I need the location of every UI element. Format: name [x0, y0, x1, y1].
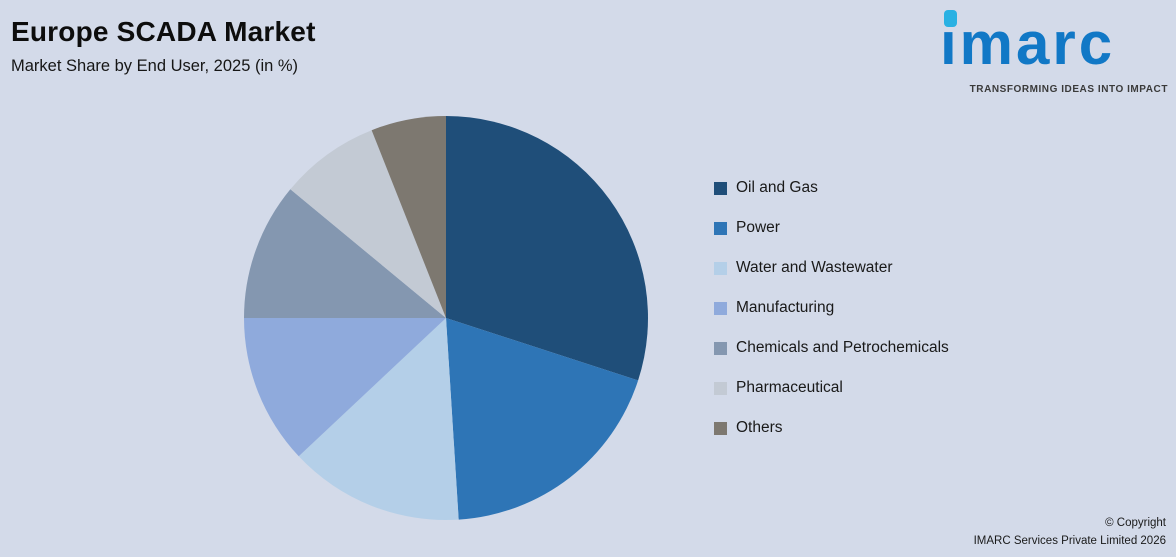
legend-item: Pharmaceutical	[714, 368, 949, 408]
imarc-logo: ımarc TRANSFORMING IDEAS INTO IMPACT	[936, 6, 1168, 95]
legend-item: Oil and Gas	[714, 168, 949, 208]
legend-item: Water and Wastewater	[714, 248, 949, 288]
logo-brand: ımarc	[940, 10, 1116, 77]
legend-swatch	[714, 381, 727, 395]
legend-label: Power	[736, 219, 780, 236]
chart-legend: Oil and Gas Power Water and Wastewater Manu…	[714, 168, 949, 448]
pie-slice-pharmaceutical	[290, 130, 446, 318]
legend-swatch	[714, 181, 727, 195]
legend-label: Water and Wastewater	[736, 259, 893, 276]
page-subtitle: Market Share by End User, 2025 (in %)	[11, 57, 299, 76]
copyright-notice: © Copyright IMARC Services Private Limit…	[974, 515, 1166, 551]
legend-item: Others	[714, 408, 949, 448]
chart-header: Europe SCADA Market Market Share by End …	[11, 16, 316, 76]
legend-label: Manufacturing	[736, 299, 835, 316]
legend-item: Manufacturing	[714, 288, 949, 328]
pie-slice-power	[446, 318, 639, 520]
pie-slice-water-and-wastewater	[298, 318, 459, 520]
pie-slice-others	[371, 116, 446, 318]
pie-slice-manufacturing	[244, 318, 446, 457]
legend-swatch	[714, 301, 727, 315]
legend-item: Power	[714, 208, 949, 248]
legend-label: Pharmaceutical	[736, 379, 843, 396]
logo-tagline: TRANSFORMING IDEAS INTO IMPACT	[969, 84, 1168, 95]
legend-swatch	[714, 261, 727, 275]
logo-brand-wrap: ımarc	[936, 6, 1168, 80]
logo-dot-icon	[944, 10, 957, 27]
page-title: Europe SCADA Market	[11, 16, 316, 47]
legend-swatch	[714, 421, 727, 435]
legend-label: Oil and Gas	[736, 179, 818, 196]
legend-label: Others	[736, 419, 783, 436]
legend-swatch	[714, 341, 727, 355]
pie-slice-chemicals-and-petrochemicals	[244, 189, 446, 318]
pie-chart	[243, 115, 649, 521]
legend-label: Chemicals and Petrochemicals	[736, 339, 949, 356]
copyright-line2: IMARC Services Private Limited 2026	[973, 535, 1166, 548]
legend-swatch	[714, 221, 727, 235]
pie-svg	[244, 116, 648, 520]
pie-slice-oil-and-gas	[446, 116, 648, 381]
legend-item: Chemicals and Petrochemicals	[714, 328, 949, 368]
copyright-line1: © Copyright	[1105, 517, 1166, 530]
